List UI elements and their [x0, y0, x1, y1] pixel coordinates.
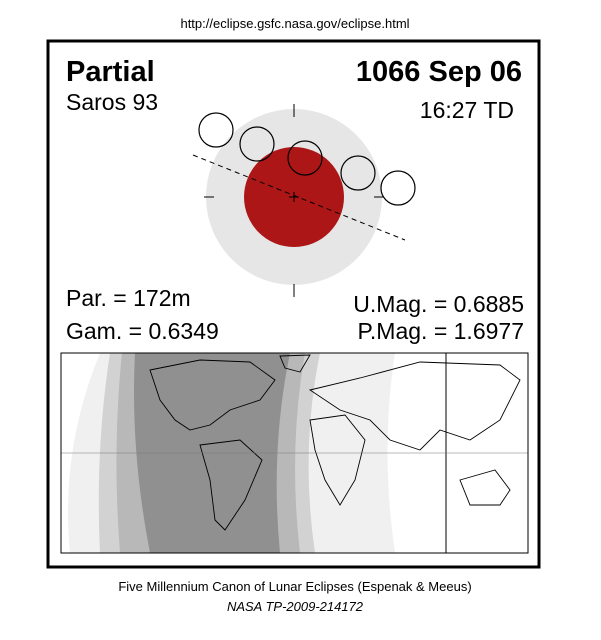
eclipse-date: 1066 Sep 06: [356, 56, 522, 88]
footer-title: Five Millennium Canon of Lunar Eclipses …: [118, 579, 471, 594]
time: 16:27 TD: [420, 97, 514, 123]
moon: [340, 155, 376, 191]
world-map: [60, 352, 529, 554]
coastlines: [149, 354, 521, 531]
url: http://eclipse.gsfc.nasa.gov/eclipse.htm…: [180, 16, 409, 31]
moon: [198, 112, 234, 148]
shadow-diagram: [192, 104, 416, 297]
moon-positions: [198, 112, 416, 206]
moon: [239, 126, 275, 162]
umbral-magnitude: U.Mag. = 0.6885: [353, 291, 524, 317]
eclipse-type: Partial: [66, 56, 155, 88]
partial-duration: Par. = 172m: [66, 285, 191, 311]
gamma: Gam. = 0.6349: [66, 318, 219, 344]
moon-path: [192, 154, 406, 241]
moon: [380, 170, 416, 206]
moon: [287, 140, 323, 176]
penumbral-magnitude: P.Mag. = 1.6977: [358, 318, 524, 344]
map-border: [60, 352, 529, 554]
footer-reference: NASA TP-2009-214172: [227, 599, 364, 614]
axis-ticks: [204, 104, 384, 297]
saros: Saros 93: [66, 89, 158, 115]
